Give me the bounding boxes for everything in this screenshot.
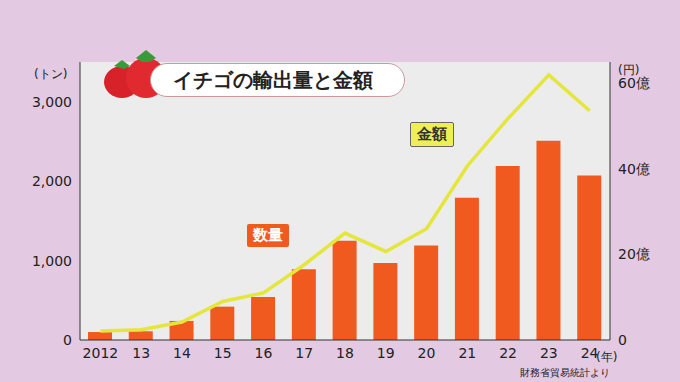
html-text:(年): (年): [596, 350, 618, 364]
svg-text:17: 17: [295, 345, 313, 361]
svg-text:20億: 20億: [618, 246, 650, 262]
svg-text:2012: 2012: [83, 345, 119, 361]
svg-text:0: 0: [618, 332, 627, 348]
html-text:(円): (円): [618, 63, 640, 77]
svg-text:1,000: 1,000: [32, 253, 72, 269]
svg-text:13: 13: [132, 345, 150, 361]
svg-text:18: 18: [336, 345, 354, 361]
svg-text:3,000: 3,000: [32, 94, 72, 110]
svg-text:19: 19: [377, 345, 395, 361]
svg-text:15: 15: [214, 345, 232, 361]
svg-text:21: 21: [458, 345, 476, 361]
html-text:数量: 数量: [253, 226, 283, 244]
svg-text:20: 20: [418, 345, 436, 361]
svg-text:40億: 40億: [618, 161, 650, 177]
html-text:イチゴの輸出量と金額: イチゴの輸出量と金額: [173, 67, 373, 92]
svg-text:2,000: 2,000: [32, 173, 72, 189]
html-text:財務省貿易統計より: 財務省貿易統計より: [520, 367, 610, 378]
svg-text:24: 24: [581, 345, 599, 361]
svg-text:14: 14: [173, 345, 191, 361]
html-text:(トン): (トン): [34, 67, 68, 81]
svg-text:22: 22: [499, 345, 517, 361]
svg-text:23: 23: [540, 345, 558, 361]
html-text:金額: 金額: [417, 125, 447, 143]
svg-text:0: 0: [63, 332, 72, 348]
svg-text:60億: 60億: [618, 75, 650, 91]
svg-text:16: 16: [255, 345, 273, 361]
